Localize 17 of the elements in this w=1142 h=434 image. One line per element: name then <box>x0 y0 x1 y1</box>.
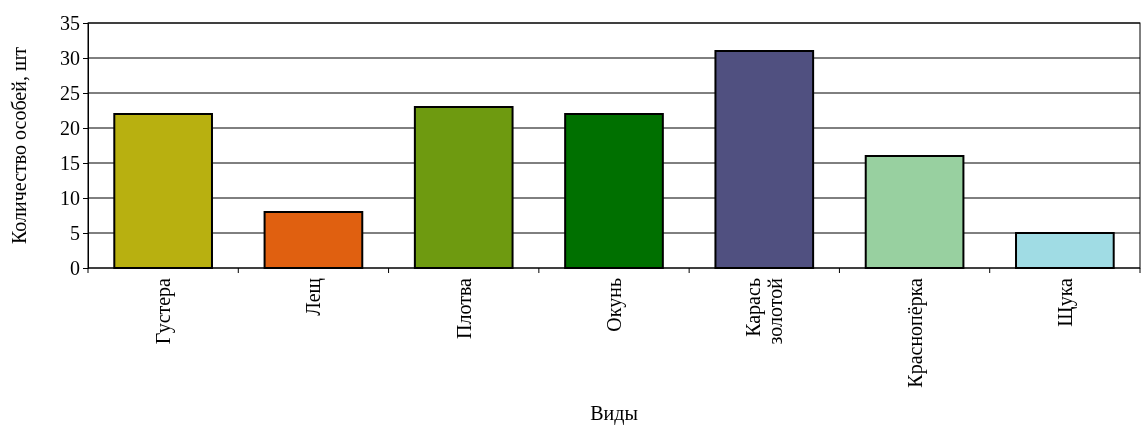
x-tick-label: Карась золотой <box>742 277 787 345</box>
y-tick-label: 25 <box>60 81 80 104</box>
y-tick-label: 5 <box>70 221 80 244</box>
x-tick-label: Густера <box>152 277 176 345</box>
x-tick-label: Краснопёрка <box>903 277 927 388</box>
y-tick-label: 35 <box>60 11 80 34</box>
y-tick-label: 30 <box>60 46 80 69</box>
x-tick-label: Окунь <box>603 278 626 332</box>
y-tick-label: 10 <box>60 186 80 209</box>
x-tick-label: Плотва <box>452 277 475 339</box>
x-tick-label: Лещ <box>302 278 326 316</box>
x-tick-label: Щука <box>1053 277 1077 327</box>
x-axis-title: Виды <box>590 402 638 425</box>
y-tick-label: 0 <box>70 256 80 279</box>
y-tick-label: 20 <box>60 116 80 139</box>
y-tick-label: 15 <box>60 151 80 174</box>
y-axis-title: Количество особей, шт <box>8 46 30 245</box>
